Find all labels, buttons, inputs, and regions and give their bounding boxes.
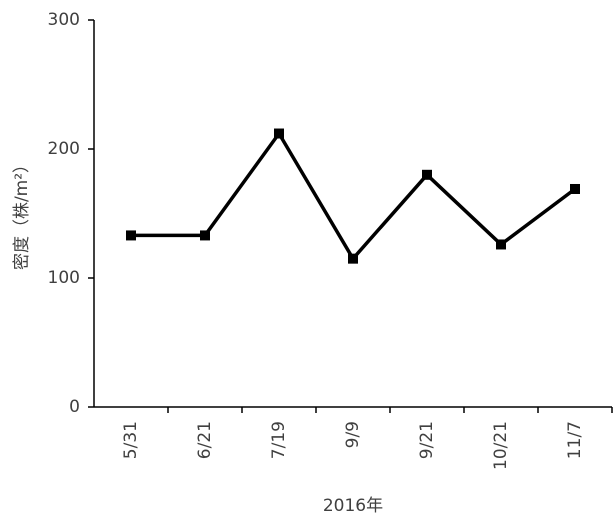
- y-tick-label: 0: [69, 397, 80, 417]
- x-tick-label: 7/19: [269, 421, 289, 459]
- y-tick-label: 300: [48, 10, 80, 30]
- series-markers: [126, 128, 580, 264]
- data-point-5-31: [126, 230, 136, 241]
- x-axis-ticks: 5/31 6/21 7/19 9/9 9/21 10/21 11/7: [121, 407, 613, 470]
- x-tick-label: 10/21: [491, 421, 511, 470]
- data-point-9-21: [422, 169, 432, 180]
- y-tick-label: 100: [48, 268, 80, 288]
- x-tick-label: 5/31: [121, 421, 141, 459]
- data-point-7-19: [274, 128, 284, 139]
- data-point-9-9: [348, 253, 358, 264]
- x-tick-label: 6/21: [195, 421, 215, 459]
- data-point-11-7: [570, 183, 580, 194]
- data-point-6-21: [200, 230, 210, 241]
- data-point-10-21: [496, 239, 506, 250]
- x-tick-label: 9/9: [343, 421, 363, 448]
- series-line: [131, 130, 577, 262]
- y-axis-ticks: 0 100 200 300: [48, 10, 94, 417]
- x-axis-label: 2016年: [323, 496, 383, 516]
- x-tick-label: 9/21: [417, 421, 437, 459]
- y-axis-label: 密度（株/m²）: [12, 156, 32, 270]
- x-tick-label: 11/7: [565, 421, 585, 459]
- y-tick-label: 200: [48, 139, 80, 159]
